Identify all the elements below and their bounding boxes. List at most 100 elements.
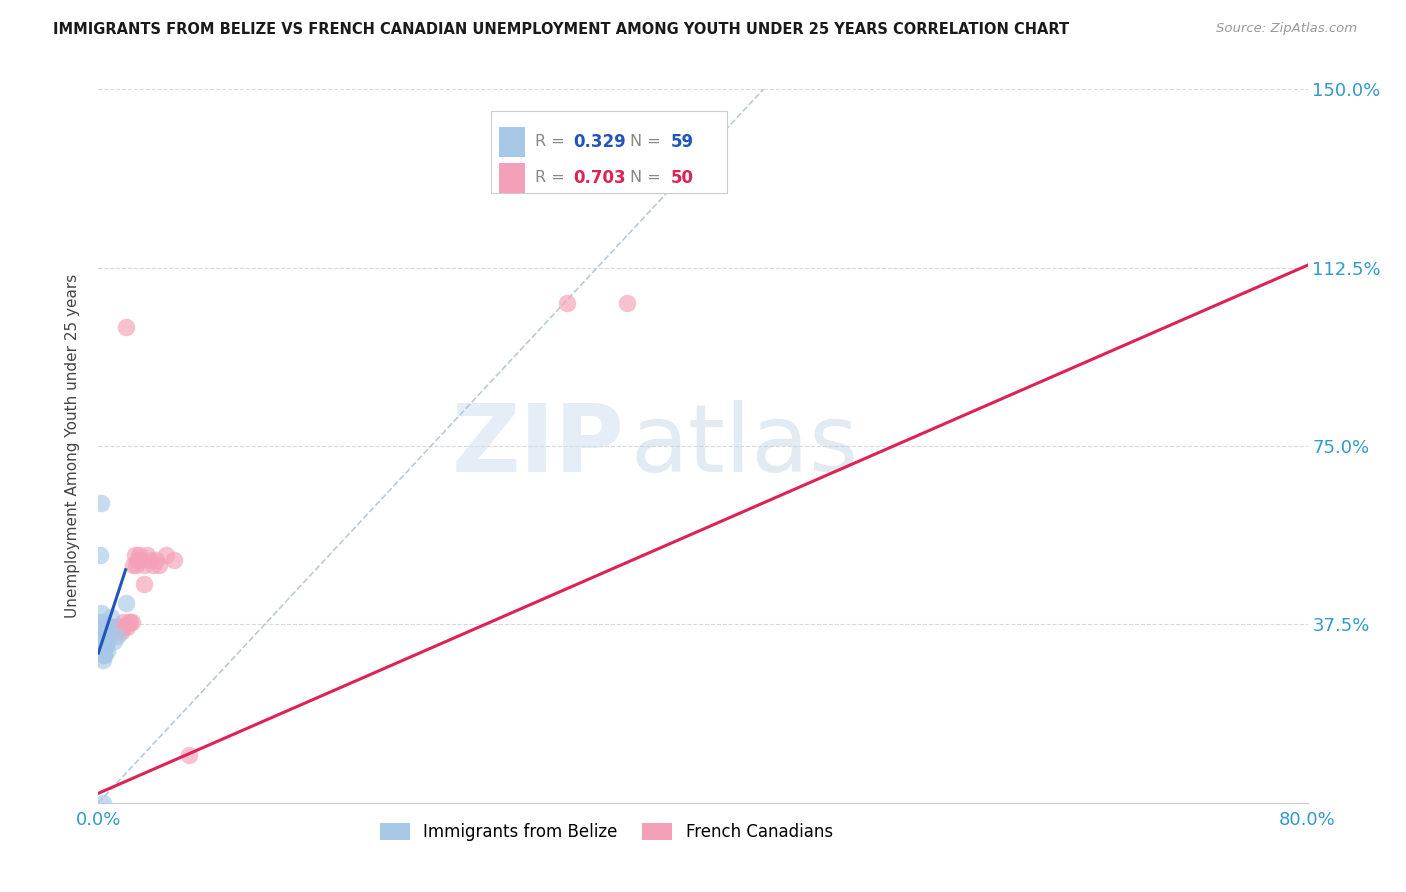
Point <box>114 596 136 610</box>
FancyBboxPatch shape <box>499 163 526 193</box>
Text: R =: R = <box>534 170 569 186</box>
Point <box>96 643 118 657</box>
Point <box>616 296 638 310</box>
Text: R =: R = <box>534 135 569 149</box>
Point <box>128 549 150 563</box>
Point <box>118 615 141 629</box>
Point <box>115 620 138 634</box>
Point <box>91 634 114 648</box>
Point <box>91 634 114 648</box>
Point <box>103 624 125 639</box>
Point <box>124 549 146 563</box>
Point <box>91 624 114 639</box>
Point <box>93 639 115 653</box>
Point <box>100 624 122 639</box>
Point <box>101 620 124 634</box>
Point <box>98 620 121 634</box>
Point <box>107 620 129 634</box>
Point <box>94 629 117 643</box>
Point <box>93 643 115 657</box>
Point <box>148 558 170 572</box>
Point <box>112 620 135 634</box>
Point <box>93 639 115 653</box>
Point <box>91 634 114 648</box>
Point <box>91 624 114 639</box>
Point <box>120 615 142 629</box>
Text: ZIP: ZIP <box>451 400 624 492</box>
Text: N =: N = <box>630 135 666 149</box>
Text: 0.329: 0.329 <box>574 133 626 151</box>
Point <box>96 634 118 648</box>
Point <box>91 620 114 634</box>
Point <box>91 639 114 653</box>
Point <box>91 639 114 653</box>
Point <box>91 639 114 653</box>
Point <box>91 629 114 643</box>
Point <box>89 549 111 563</box>
Point <box>93 648 115 663</box>
Point <box>132 577 155 591</box>
Point <box>127 553 149 567</box>
Point <box>94 639 117 653</box>
Point <box>163 553 186 567</box>
Point <box>91 624 114 639</box>
Point <box>104 624 127 639</box>
Point <box>91 634 114 648</box>
Point <box>91 643 114 657</box>
Point <box>101 620 124 634</box>
Point <box>139 553 162 567</box>
Point <box>108 620 131 634</box>
Point <box>94 624 117 639</box>
Point <box>145 553 167 567</box>
Point <box>91 648 114 663</box>
FancyBboxPatch shape <box>499 127 526 157</box>
Point <box>93 634 115 648</box>
Point <box>91 629 114 643</box>
Point <box>91 634 114 648</box>
Point <box>103 634 125 648</box>
Point <box>91 634 114 648</box>
Point <box>91 629 114 643</box>
Point <box>90 615 112 629</box>
Text: N =: N = <box>630 170 666 186</box>
Point <box>91 796 114 810</box>
Point <box>179 748 201 763</box>
Point <box>90 496 112 510</box>
Point <box>96 629 118 643</box>
Point <box>100 624 122 639</box>
Point <box>91 634 114 648</box>
Point <box>94 624 117 639</box>
Point <box>90 629 112 643</box>
Point <box>91 624 114 639</box>
Point <box>125 558 148 572</box>
Point <box>91 629 114 643</box>
Text: Source: ZipAtlas.com: Source: ZipAtlas.com <box>1216 22 1357 36</box>
Point <box>93 639 115 653</box>
Point <box>96 624 118 639</box>
Legend: Immigrants from Belize, French Canadians: Immigrants from Belize, French Canadians <box>373 816 839 848</box>
Point <box>91 615 114 629</box>
Point <box>555 296 578 310</box>
Point <box>111 615 134 629</box>
Point <box>96 634 118 648</box>
Text: 50: 50 <box>671 169 693 187</box>
Point <box>91 624 114 639</box>
Point <box>100 610 122 624</box>
Text: 59: 59 <box>671 133 693 151</box>
Point <box>94 620 117 634</box>
Point <box>93 629 115 643</box>
Point <box>91 643 114 657</box>
Point <box>121 615 143 629</box>
Point <box>93 629 115 643</box>
Point <box>91 653 114 667</box>
Point <box>110 624 132 639</box>
Point <box>129 553 152 567</box>
Point <box>105 629 128 643</box>
Text: atlas: atlas <box>630 400 859 492</box>
Point <box>98 620 121 634</box>
Point <box>98 629 121 643</box>
Point <box>103 620 125 634</box>
Text: 0.703: 0.703 <box>574 169 626 187</box>
Point <box>91 629 114 643</box>
Point <box>93 629 115 643</box>
